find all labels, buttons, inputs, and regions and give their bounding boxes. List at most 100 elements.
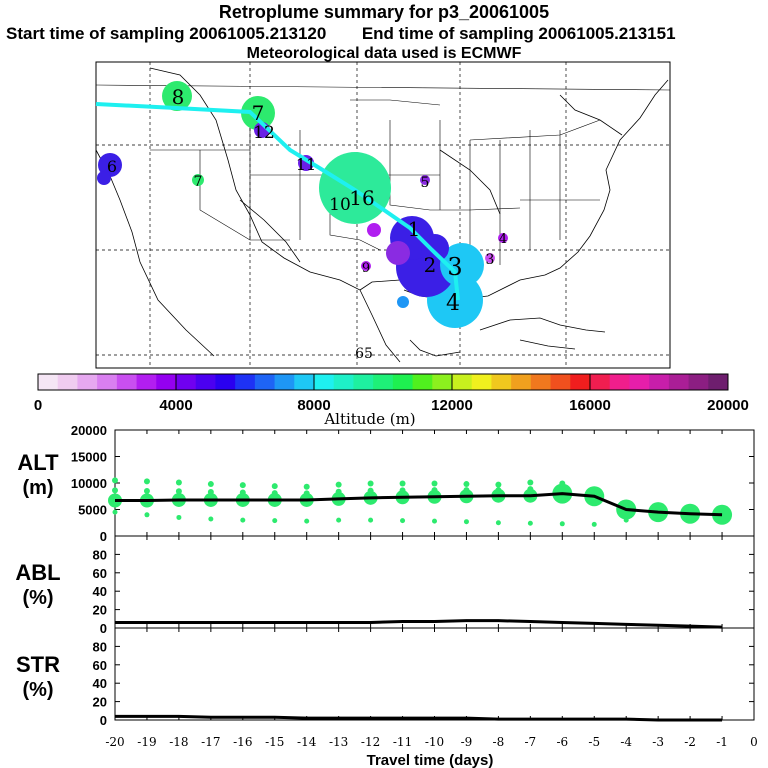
y-tick-label: 0 [100, 713, 107, 728]
x-tick-label: -6 [556, 735, 568, 749]
colorbar-swatch [570, 374, 591, 390]
alt-spread-dot [495, 487, 502, 494]
panel-label: ALT [17, 450, 59, 475]
x-tick-label: -5 [588, 735, 600, 749]
colorbar-swatch [195, 374, 216, 390]
colorbar-swatch [649, 374, 670, 390]
alt-spread-dot [207, 489, 214, 496]
alt-spread-dot [303, 490, 310, 497]
colorbar-swatch [136, 374, 157, 390]
alt-spread-dot [112, 487, 118, 494]
day-label: 7 [252, 101, 265, 125]
colorbar-swatch [412, 374, 433, 390]
alt-spread-dot [335, 488, 342, 495]
alt-spread-dot [271, 490, 278, 497]
altitude-colorbar: 0 4000 8000 12000 16000 20000 [34, 373, 749, 414]
panel-unit: (%) [22, 587, 53, 609]
colorbar-tick-label: 4000 [159, 397, 192, 414]
panel-unit: (m) [22, 477, 53, 499]
colorbar-swatch [274, 374, 295, 390]
colorbar-swatch [77, 374, 98, 390]
y-tick-label: 60 [93, 566, 107, 581]
y-tick-label: 20000 [71, 423, 107, 438]
colorbar-swatch [471, 374, 492, 390]
y-tick-label: 15000 [71, 450, 107, 465]
day-label: 2 [424, 253, 437, 277]
alt-spread-dot [303, 483, 310, 490]
y-tick-label: 20 [93, 695, 107, 710]
colorbar-swatch [530, 374, 552, 390]
alt-spread-dot [112, 509, 118, 515]
x-tick-label: -3 [652, 735, 664, 749]
panel-frame [114, 627, 755, 721]
colorbar-tick-label: 8000 [297, 397, 330, 414]
colorbar-swatch [373, 374, 394, 390]
sampling-times: Start time of sampling 20061005.213120 E… [6, 24, 768, 44]
x-axis-label: Travel time (days) [367, 752, 494, 768]
alt-spread-dot [272, 518, 278, 524]
alt-spread-dot [240, 517, 246, 523]
alt-spread-dot [175, 488, 182, 495]
plume-circle [192, 174, 204, 186]
colorbar-title: Altitude (m) [323, 410, 415, 428]
plume-circle [421, 234, 449, 262]
colorbar-swatch [629, 374, 650, 390]
panel-frame [114, 535, 755, 629]
colorbar-tick-label: 20000 [707, 397, 749, 414]
alt-spread-dot [368, 517, 374, 523]
alt-spread-dot [559, 485, 566, 492]
day-label: 6 [107, 157, 117, 176]
x-tick-label: -1 [716, 735, 728, 749]
y-tick-label: 10000 [71, 476, 107, 491]
alt-spread-dot [432, 518, 437, 524]
day-labels: 8 7 12 11 16 10 5 1 3 2 4 6 9 4 3 7 65 [107, 85, 507, 362]
colorbar-frame [37, 373, 729, 391]
x-tick-label: -18 [169, 735, 188, 749]
day-label: 16 [349, 186, 374, 210]
day-label: 11 [296, 155, 316, 174]
alt-spread-dot [527, 479, 534, 486]
day-label: 4 [499, 232, 507, 247]
colorbar-swatch [590, 374, 611, 390]
y-tick-label: 80 [93, 547, 107, 562]
colorbar-swatch [254, 374, 276, 390]
colorbar-swatch [97, 374, 118, 390]
colorbar-swatch [116, 374, 138, 390]
day-label: 65 [355, 346, 373, 362]
x-tick-label: -13 [329, 735, 348, 749]
x-tick-label: -7 [524, 735, 536, 749]
colorbar-swatch [432, 374, 453, 390]
mean-line [115, 492, 723, 517]
colorbar-swatch [392, 374, 414, 390]
plume-circle [97, 171, 111, 185]
x-tick-label: -8 [493, 735, 505, 749]
alt-spread-dot [176, 514, 182, 520]
alt-spread-dot [559, 480, 566, 487]
start-time: Start time of sampling 20061005.213120 [6, 24, 327, 43]
plume-circle [397, 296, 409, 308]
trajectory-map: 8 7 12 11 16 10 5 1 3 2 4 6 9 4 3 7 65 [95, 61, 671, 369]
alt-spread-dot [463, 487, 470, 494]
day-label: 8 [172, 85, 185, 109]
x-tick-label: -9 [461, 735, 473, 749]
plume-circle [367, 223, 381, 237]
chart-title: Retroplume summary for p3_20061005 [218, 2, 550, 22]
x-tick-label: -11 [393, 735, 412, 749]
alt-spread-dot [655, 514, 661, 520]
colorbar-swatch [215, 374, 236, 390]
y-tick-label: 80 [93, 639, 107, 654]
colorbar-swatch [333, 374, 354, 390]
y-tick-label: 5000 [78, 503, 107, 518]
colorbar-swatch [491, 374, 512, 390]
met-data-label: Meteorological data used is ECMWF [246, 45, 522, 62]
alt-spread-dot [495, 520, 501, 526]
plume-circle [162, 81, 192, 111]
day-label: 3 [447, 253, 462, 281]
colorbar-swatch [294, 374, 315, 390]
plume-circle [361, 261, 371, 271]
x-tick-label: -16 [233, 735, 252, 749]
x-tick-label: -14 [297, 735, 317, 749]
x-tick-label: 0 [750, 735, 758, 749]
alt-spread-dot [207, 481, 214, 488]
mean-line [115, 619, 723, 629]
